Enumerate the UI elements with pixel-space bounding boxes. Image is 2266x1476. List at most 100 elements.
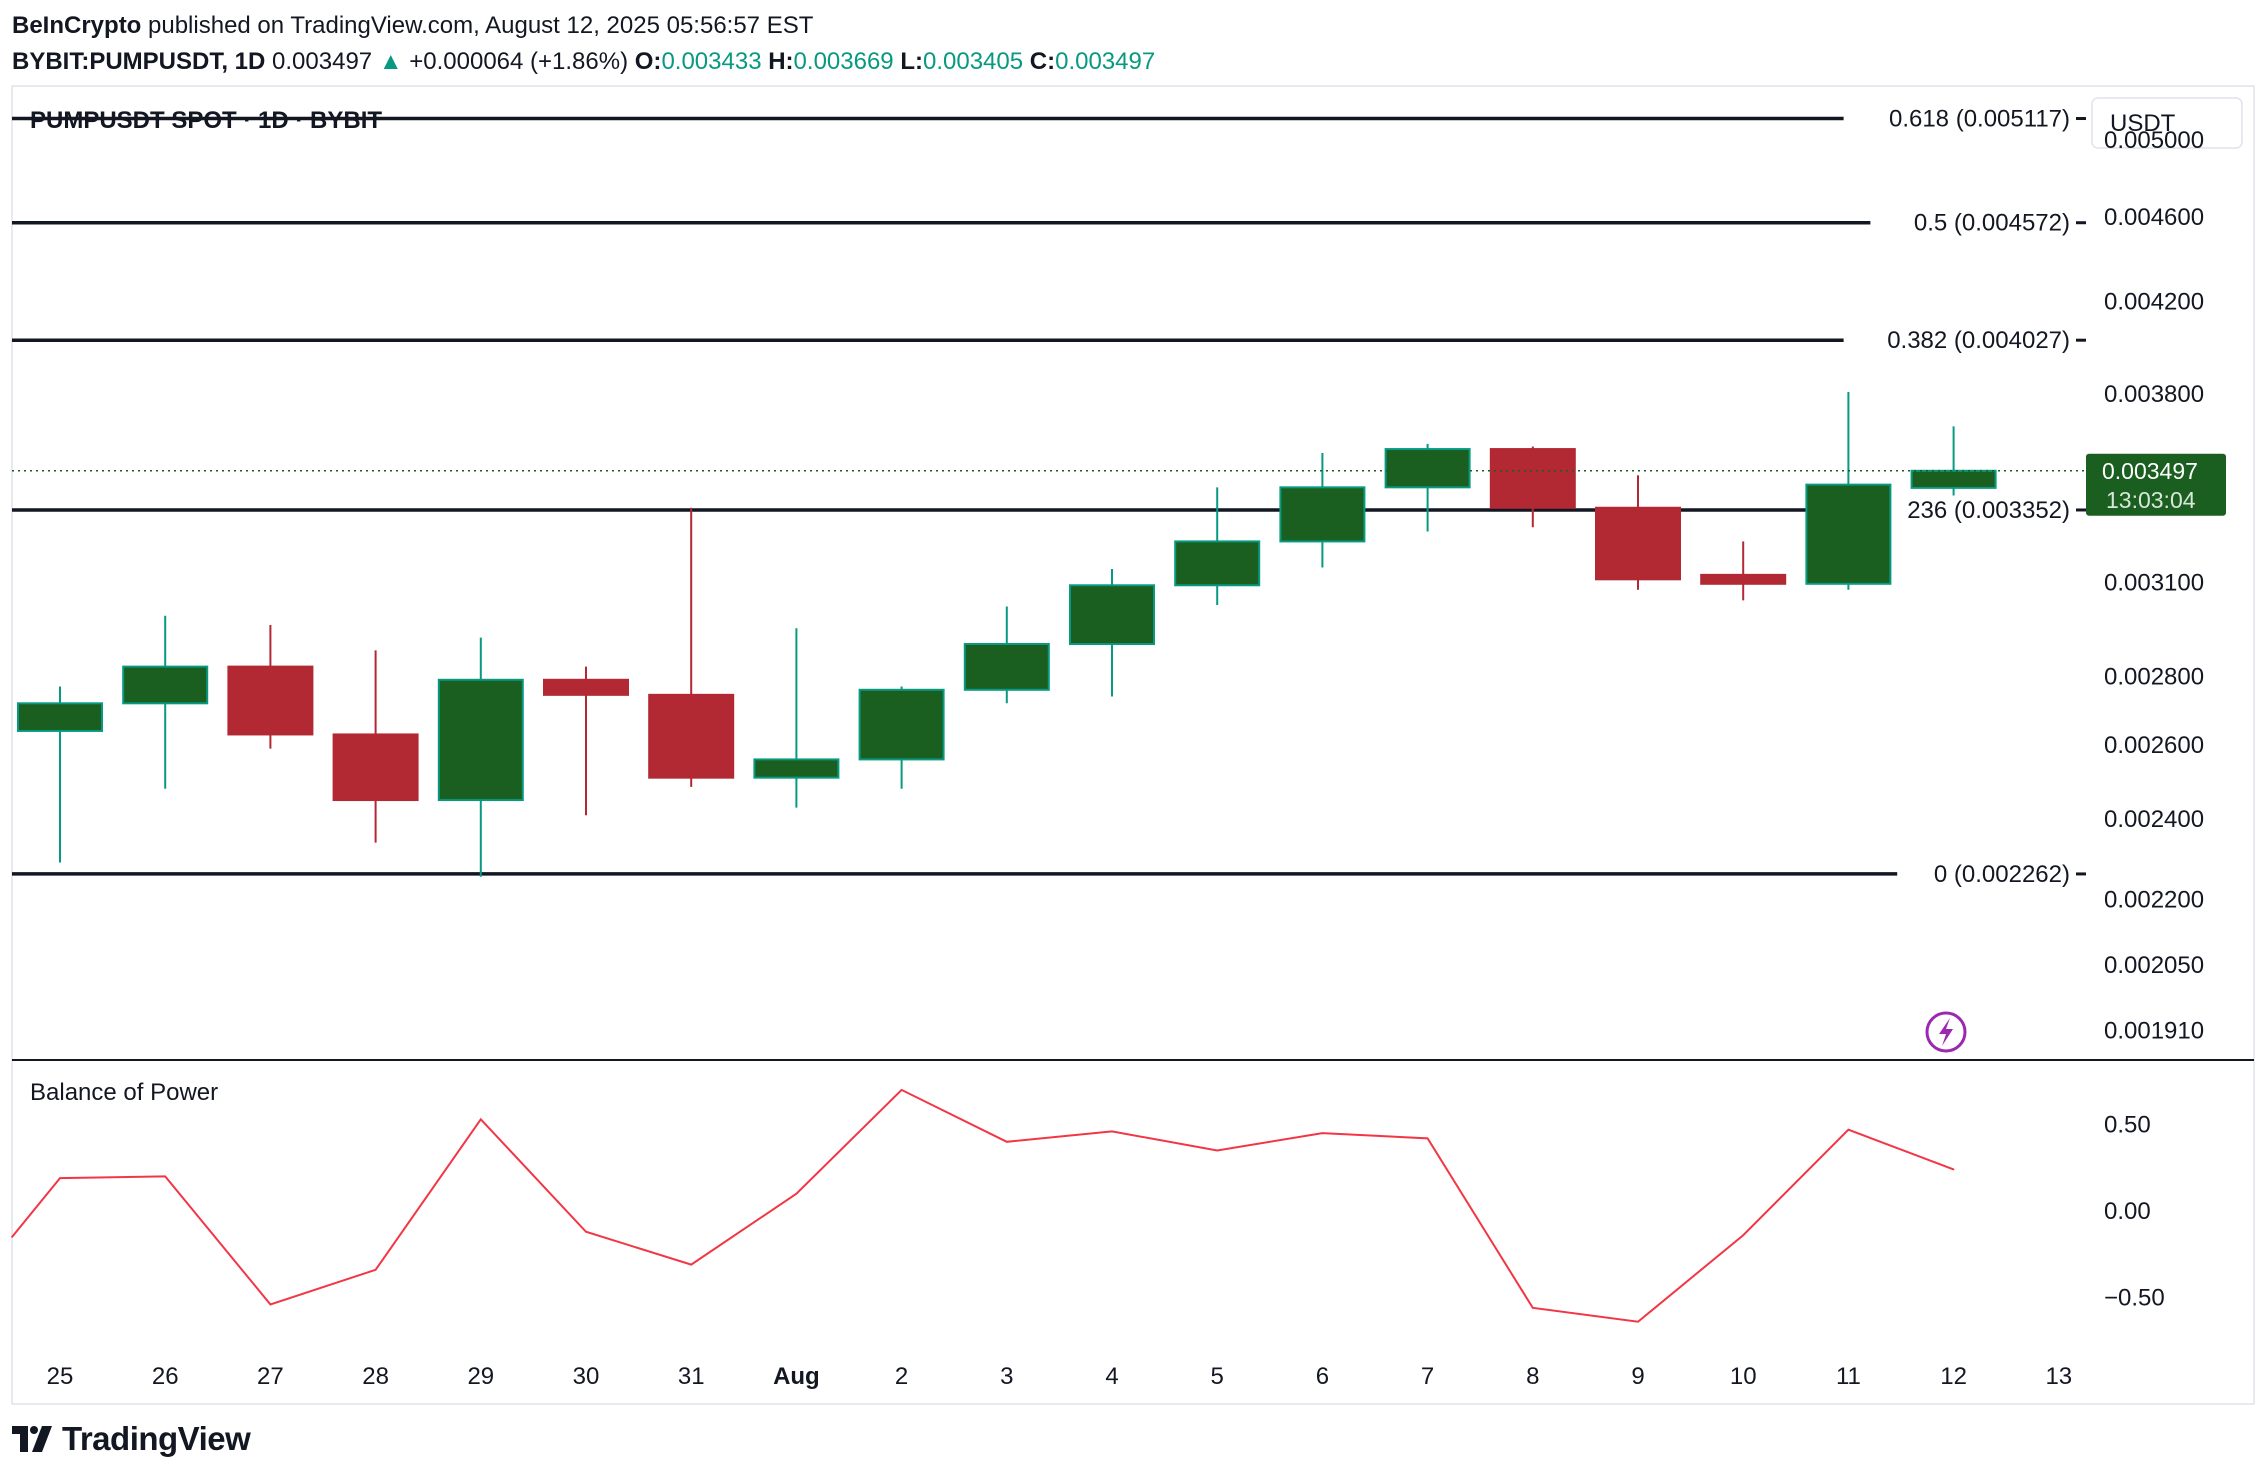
price-tick-label: 0.004200 [2104,288,2204,315]
candle [1489,446,1576,528]
price-tick-label: 0.004600 [2104,204,2204,231]
candle-body [437,678,524,802]
bop-point [1111,1130,1113,1133]
last-price-value: 0.003497 [2102,458,2198,484]
low-value: 0.003405 [922,48,1024,75]
time-tick-label: 6 [1316,1363,1329,1390]
candle [227,625,314,749]
price-tick-label: 0.002800 [2104,663,2204,690]
bop-point [1321,1132,1324,1134]
bop-point [1006,1141,1008,1143]
candle [1910,426,1997,496]
candle [1279,452,1366,568]
currency-label: USDT [2110,110,2176,137]
fib-label: 0.382 (0.004027) [1887,327,2070,354]
candle [648,507,735,787]
pane-title: PUMPUSDT SPOT · 1D · BYBIT [30,107,382,134]
ohlc-line: BYBIT:PUMPUSDT, 1D 0.003497 ▲ +0.000064 … [12,44,1155,80]
lightning-icon[interactable] [1925,1011,1967,1053]
chart-header: BeInCrypto published on TradingView.com,… [12,8,1155,80]
candle [543,666,629,816]
bop-tick-label: −0.50 [2104,1285,2165,1312]
bop-point [1637,1320,1639,1323]
price-tick-label: 0.005000 [2104,127,2204,154]
last-price: 0.003497 [272,48,373,75]
bop-tick-label: 0.00 [2104,1198,2151,1225]
candle-body [1805,483,1892,585]
fib-label: 0.618 (0.005117) [1889,106,2070,133]
tradingview-logo-icon [12,1426,52,1452]
time-tick-label: 5 [1211,1363,1224,1390]
time-tick-label: 12 [1940,1363,1967,1390]
price-tick-label: 0.003800 [2104,381,2204,408]
candle-body [17,702,103,732]
time-tick-label: 8 [1526,1363,1539,1390]
candle-body [332,733,419,802]
fib-levels: 0.618 (0.005117) 0.5 (0.004572) 0.382 (0.0… [12,106,2086,888]
time-tick-label: 2 [895,1363,908,1390]
candle [332,650,419,843]
published-text: published on TradingView.com, August 12,… [148,12,814,39]
countdown-value: 13:03:04 [2106,487,2196,513]
currency-button[interactable]: USDT [2091,97,2243,149]
bop-pane: 0.50 0.00 −0.50 [11,1088,2165,1323]
candle [17,686,103,863]
bop-point [1742,1234,1744,1237]
bop-point [1216,1149,1218,1152]
time-tick-label: 3 [1000,1363,1013,1390]
price-axis[interactable]: 0.005000 0.004600 0.004200 0.003800 0.003100… [2104,127,2204,1045]
price-tick-label: 0.003100 [2104,569,2204,596]
candle-body [1069,584,1155,646]
time-tick-label: Aug [773,1363,820,1390]
time-tick-label: 7 [1421,1363,1434,1390]
close-value: 0.003497 [1055,48,1156,75]
candle [437,637,524,877]
candle [963,606,1050,704]
candle-body [227,665,314,736]
candle [1384,443,1471,532]
candle [753,628,840,808]
publisher-name: BeInCrypto [12,12,142,39]
time-tick-label: 9 [1631,1363,1644,1390]
time-axis[interactable]: 25 26 27 28 29 30 31 Aug 2 3 4 5 6 7 8 9 10 11 12 13 [47,1363,2073,1390]
candles [17,391,1997,877]
candle-body [1279,486,1366,543]
candle-body [858,688,945,761]
time-tick-label: 25 [47,1363,74,1390]
open-value: 0.003433 [661,48,762,75]
time-tick-label: 27 [257,1363,284,1390]
bop-point [900,1089,903,1091]
last-price-box [2086,453,2226,516]
bop-tick-label: 0.50 [2104,1112,2151,1139]
candle-body [1595,506,1681,581]
publish-line: BeInCrypto published on TradingView.com,… [12,8,1155,44]
symbol-label: BYBIT:PUMPUSDT, 1D [12,48,266,75]
price-tick-label: 0.002600 [2104,732,2204,759]
indicator-title: Balance of Power [30,1079,218,1106]
bop-point [1847,1128,1850,1131]
bop-point [1952,1168,1955,1171]
candle-body [1174,540,1261,587]
fib-label: 0.5 (0.004572) [1914,210,2070,237]
time-tick-label: 11 [1836,1363,1861,1390]
candle [1174,487,1261,605]
time-tick-label: 31 [678,1363,705,1390]
candle [1595,475,1681,590]
bop-point [374,1269,377,1271]
price-tick-label: 0.002050 [2104,952,2204,979]
candle [858,686,945,789]
candle-body [543,678,629,696]
price-tick-label: 0.001910 [2104,1017,2204,1044]
chart-frame [11,85,2255,1405]
high-label: H: [768,48,794,75]
time-tick-label: 4 [1105,1363,1118,1390]
high-value: 0.003669 [793,48,894,75]
candle-body [122,665,209,705]
tradingview-logo[interactable]: TradingView [12,1420,251,1458]
bop-point [1532,1307,1534,1309]
time-tick-label: 30 [573,1363,600,1390]
time-tick-label: 28 [362,1363,389,1390]
bop-point [690,1263,692,1266]
candle-body [648,693,735,779]
